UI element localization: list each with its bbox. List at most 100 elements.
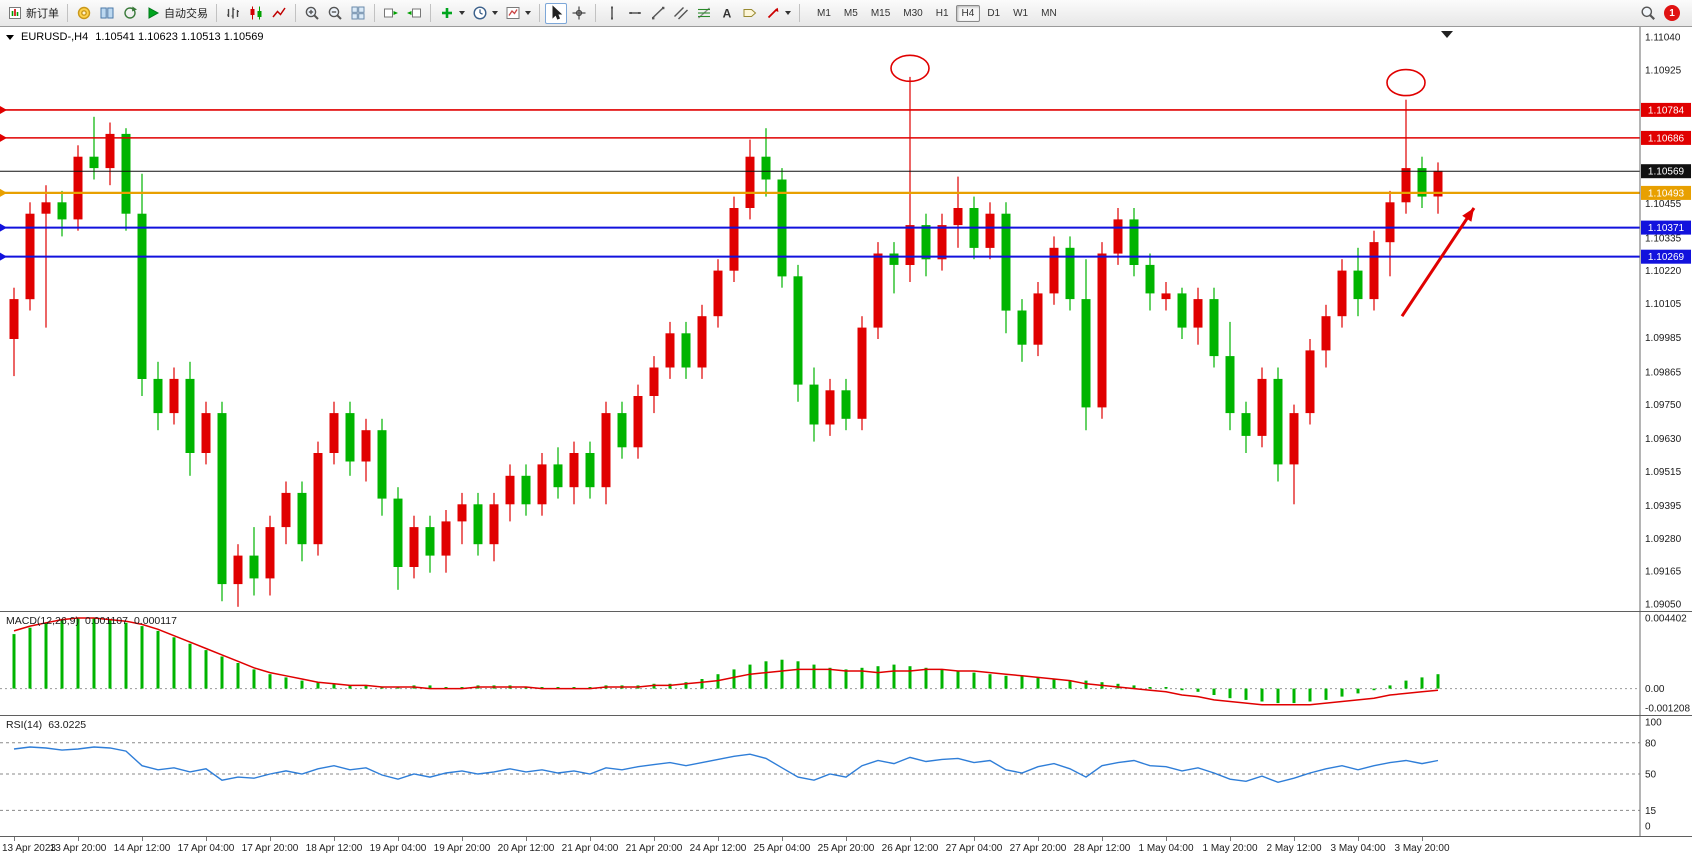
candle — [1257, 367, 1267, 448]
search-icon — [1641, 6, 1655, 20]
equidistant-channel-button[interactable] — [670, 3, 692, 24]
candle — [233, 544, 243, 607]
timeframe-m1-button[interactable]: M1 — [811, 5, 837, 22]
candle — [825, 378, 835, 436]
time-axis-label: 19 Apr 20:00 — [433, 843, 491, 854]
price-tick-label: 1.10220 — [1645, 266, 1682, 277]
new-order-label: 新订单 — [26, 8, 59, 20]
timeframe-mn-button[interactable]: MN — [1035, 5, 1063, 22]
time-axis-tick — [1102, 837, 1103, 841]
crosshair-button[interactable] — [568, 3, 590, 24]
notification-badge[interactable]: 1 — [1664, 5, 1680, 21]
vertical-line-button[interactable] — [601, 3, 623, 24]
trend-arrow[interactable] — [1400, 207, 1476, 318]
candle — [921, 213, 931, 277]
candlestick-chart-button[interactable] — [245, 3, 267, 24]
candle — [249, 527, 259, 596]
rsi-axis-label: 0 — [1645, 822, 1651, 833]
price-chart-canvas[interactable]: 1.11040 1.10925 1.10455 1.10335 1.10220 1.101… — [0, 27, 1692, 611]
timeframe-m30-button[interactable]: M30 — [897, 5, 928, 22]
candle — [601, 401, 611, 505]
toolbar-separator — [595, 4, 596, 22]
time-axis-tick — [910, 837, 911, 841]
highlight-ellipse[interactable] — [1386, 68, 1426, 97]
rsi-chart-canvas[interactable]: 100 80 50 15 0 — [0, 716, 1692, 836]
trendline-button[interactable] — [647, 3, 669, 24]
periods-button[interactable] — [469, 3, 501, 24]
time-axis-tick — [1294, 837, 1295, 841]
cursor-button[interactable] — [545, 2, 567, 24]
candle — [1417, 156, 1427, 208]
templates-button[interactable] — [502, 3, 534, 24]
line-chart-button[interactable] — [268, 3, 290, 24]
candle — [73, 145, 83, 231]
charts-view-button[interactable] — [96, 3, 118, 24]
support-line-lower[interactable] — [0, 252, 1640, 261]
horizontal-line-button[interactable] — [624, 3, 646, 24]
time-axis-tick — [782, 837, 783, 841]
community-button[interactable] — [73, 3, 95, 24]
candle — [1145, 253, 1155, 311]
fibonacci-button[interactable] — [693, 3, 715, 24]
candle — [153, 361, 163, 431]
chart-shift-marker-icon[interactable] — [1441, 31, 1453, 38]
time-axis-label: 17 Apr 04:00 — [177, 843, 235, 854]
toolbar-separator — [799, 4, 800, 22]
pivot-line-orange[interactable] — [0, 188, 1640, 197]
vline-icon — [611, 6, 613, 20]
bar-chart-button[interactable] — [222, 3, 244, 24]
arrows-button[interactable] — [762, 3, 794, 24]
resistance-line-upper-badge: 1.10784 — [1641, 102, 1691, 117]
candle — [1209, 287, 1219, 368]
price-tick-label: 1.09395 — [1645, 501, 1682, 512]
time-axis-tick — [1358, 837, 1359, 841]
support-line-upper-badge: 1.10371 — [1641, 220, 1691, 235]
zoom-out-button[interactable] — [324, 3, 346, 24]
tile-windows-button[interactable] — [347, 3, 369, 24]
line-start-marker-icon — [0, 252, 7, 261]
candle — [137, 173, 147, 396]
candle — [857, 316, 867, 431]
price-tick-label: 1.09985 — [1645, 333, 1682, 344]
svg-text:A: A — [723, 7, 732, 21]
timeframe-m15-button[interactable]: M15 — [865, 5, 896, 22]
resistance-line-lower[interactable] — [0, 133, 1640, 142]
timeframe-d1-button[interactable]: D1 — [981, 5, 1006, 22]
price-tick-label: 1.10455 — [1645, 199, 1682, 210]
line-start-marker-icon — [0, 133, 7, 142]
rsi-axis-label: 100 — [1645, 718, 1662, 729]
text-label-button[interactable] — [739, 3, 761, 24]
price-panel: 1.11040 1.10925 1.10455 1.10335 1.10220 1.101… — [0, 27, 1692, 611]
candle — [1017, 299, 1027, 362]
chartshift-icon — [407, 8, 421, 18]
candle — [873, 242, 883, 339]
caret-down-icon — [459, 11, 465, 15]
search-button[interactable] — [1637, 3, 1659, 24]
chart-shift-button[interactable] — [403, 3, 425, 24]
add-indicators-button[interactable] — [436, 3, 468, 24]
layout-icon — [100, 7, 114, 19]
new-order-button[interactable]: 新订单 — [4, 3, 62, 24]
candle — [505, 464, 515, 522]
highlight-ellipse[interactable] — [890, 54, 930, 83]
line-start-marker-icon — [0, 188, 7, 197]
auto-trading-button[interactable]: 自动交易 — [142, 3, 211, 24]
support-line-upper[interactable] — [0, 223, 1640, 232]
text-button[interactable]: A — [716, 3, 738, 24]
macd-panel: 0.004402 0.00 -0.001208 MACD(12,26,9) 0.00… — [0, 611, 1692, 715]
timeframe-m5-button[interactable]: M5 — [838, 5, 864, 22]
refresh-button[interactable] — [119, 3, 141, 24]
bid-price-badge: 1.10569 — [1641, 164, 1691, 179]
refresh-icon — [124, 6, 137, 19]
auto-scroll-button[interactable] — [380, 3, 402, 24]
zoom-in-button[interactable] — [301, 3, 323, 24]
time-axis-label: 13 Apr 20:00 — [49, 843, 107, 854]
time-axis-label: 27 Apr 20:00 — [1009, 843, 1067, 854]
autotrade-icon — [148, 7, 160, 19]
timeframe-h1-button[interactable]: H1 — [930, 5, 955, 22]
macd-chart-canvas[interactable]: 0.004402 0.00 -0.001208 — [0, 612, 1692, 715]
timeframe-h4-button[interactable]: H4 — [955, 4, 981, 22]
timeframe-w1-button[interactable]: W1 — [1007, 5, 1034, 22]
resistance-line-upper[interactable] — [0, 105, 1640, 114]
candle — [617, 401, 627, 459]
